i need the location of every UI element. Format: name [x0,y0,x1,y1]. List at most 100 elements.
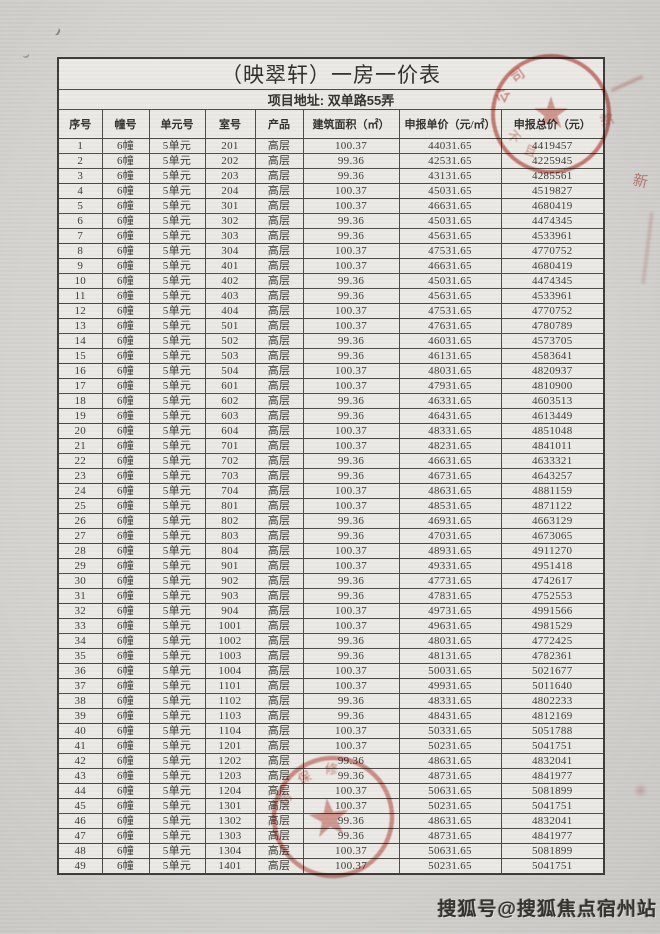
table-cell: 6幢 [101,558,150,574]
table-row: 12 6幢 5单元 404 高层 100.37 47531.65 4770752 [57,303,605,319]
table-cell: 100.37 [302,738,400,754]
table-row: 3 6幢 5单元 203 高层 99.36 43131.65 4285561 [57,168,605,184]
table-cell: 18 [57,393,103,409]
table-cell: 5单元 [148,138,206,154]
table-cell: 5单元 [148,603,206,619]
col-header-product: 产品 [254,109,304,139]
table-cell: 99.36 [302,273,400,289]
table-cell: 99.36 [302,453,400,469]
table-cell: 99.36 [302,813,400,829]
table-cell: 601 [204,378,256,394]
table-cell: 100.37 [302,303,400,319]
table-cell: 49631.65 [398,618,502,634]
table-cell: 23 [57,468,103,484]
table-cell: 4780789 [500,318,605,334]
table-cell: 33 [57,618,103,634]
table-cell: 1301 [204,798,256,814]
table-cell: 高层 [254,333,304,349]
table-cell: 6幢 [101,723,150,739]
table-cell: 高层 [254,303,304,319]
table-cell: 5081899 [500,843,605,859]
table-cell: 45031.65 [398,183,502,199]
table-cell: 5单元 [148,828,206,844]
table-cell: 9 [57,258,103,274]
table-cell: 高层 [254,708,304,724]
table-cell: 6幢 [101,183,150,199]
table-cell: 4991566 [500,603,605,619]
table-cell: 5单元 [148,843,206,859]
table-cell: 50231.65 [398,798,502,814]
table-cell: 5单元 [148,738,206,754]
table-cell: 4832041 [500,813,605,829]
table-cell: 高层 [254,693,304,709]
table-cell: 6幢 [101,468,150,484]
table-cell: 803 [204,528,256,544]
table-cell: 高层 [254,618,304,634]
table-cell: 高层 [254,513,304,529]
table-row: 15 6幢 5单元 503 高层 99.36 46131.65 4583641 [57,348,605,364]
table-row: 47 6幢 5单元 1303 高层 99.36 48731.65 4841977 [57,828,605,844]
table-cell: 99.36 [302,708,400,724]
table-cell: 47831.65 [398,588,502,604]
table-title-row: （映翠轩）一房一价表 [57,57,605,90]
table-cell: 3 [57,168,103,184]
table-cell: 5单元 [148,348,206,364]
table-cell: 302 [204,213,256,229]
table-cell: 501 [204,318,256,334]
table-cell: 1302 [204,813,256,829]
table-cell: 1002 [204,633,256,649]
table-cell: 4680419 [500,198,605,214]
table-cell: 100.37 [302,858,400,875]
table-cell: 高层 [254,318,304,334]
table-cell: 高层 [254,198,304,214]
table-cell: 4772425 [500,633,605,649]
table-cell: 50631.65 [398,783,502,799]
red-ink-fragment: 新 [631,172,650,192]
table-cell: 6幢 [101,333,150,349]
table-row: 13 6幢 5单元 501 高层 100.37 47631.65 4780789 [57,318,605,334]
table-cell: 46631.65 [398,198,502,214]
table-cell: 100.37 [302,678,400,694]
table-cell: 6幢 [101,798,150,814]
table-cell: 5单元 [148,783,206,799]
table-cell: 604 [204,423,256,439]
table-cell: 48631.65 [398,813,502,829]
table-cell: 24 [57,483,103,499]
table-cell: 5单元 [148,648,206,664]
table-cell: 高层 [254,588,304,604]
table-cell: 28 [57,543,103,559]
table-cell: 5单元 [148,513,206,529]
table-row: 14 6幢 5单元 502 高层 99.36 46031.65 4573705 [57,333,605,349]
table-cell: 6幢 [101,408,150,424]
table-cell: 高层 [254,468,304,484]
table-cell: 8 [57,243,103,259]
table-row: 25 6幢 5单元 801 高层 100.37 48531.65 4871122 [57,498,605,514]
table-cell: 99.36 [302,333,400,349]
table-cell: 19 [57,408,103,424]
table-cell: 6幢 [101,513,150,529]
table-cell: 100.37 [302,603,400,619]
table-cell: 5单元 [148,543,206,559]
table-cell: 46431.65 [398,408,502,424]
table-cell: 50231.65 [398,738,502,754]
table-cell: 高层 [254,843,304,859]
table-cell: 47531.65 [398,243,502,259]
table-cell: 6幢 [101,198,150,214]
table-cell: 5单元 [148,618,206,634]
table-cell: 5单元 [148,228,206,244]
table-cell: 301 [204,198,256,214]
table-cell: 902 [204,573,256,589]
table-cell: 6幢 [101,573,150,589]
table-cell: 6幢 [101,738,150,754]
table-cell: 100.37 [302,363,400,379]
table-cell: 高层 [254,273,304,289]
table-cell: 6幢 [101,138,150,154]
table-cell: 31 [57,588,103,604]
table-cell: 17 [57,378,103,394]
table-cell: 6幢 [101,768,150,784]
table-cell: 5单元 [148,333,206,349]
table-cell: 6幢 [101,258,150,274]
table-cell: 48731.65 [398,768,502,784]
table-cell: 46931.65 [398,513,502,529]
table-cell: 100.37 [302,258,400,274]
